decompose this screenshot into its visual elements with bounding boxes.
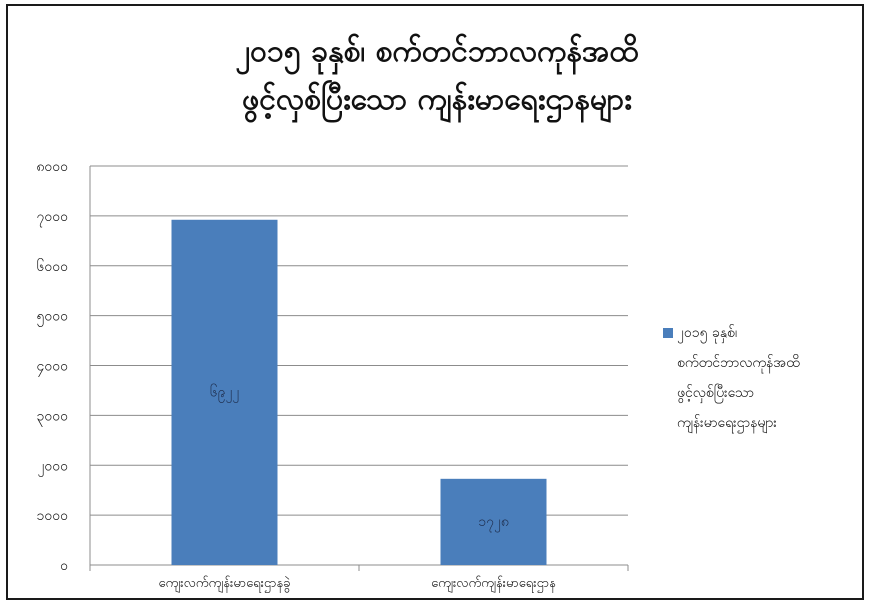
- legend-swatch: [663, 328, 673, 338]
- x-tick-label: ကျေးလက်ကျန်းမာရေးဌာနခွဲ: [158, 575, 290, 593]
- legend-text-1: ၂၀၁၅ ခုနှစ်၊: [677, 325, 738, 341]
- chart-frame: ၂၀၁၅ ခုနှစ်၊ စက်တင်ဘာလကုန်အထိ ဖွင့်လှစ်ပ…: [6, 4, 864, 600]
- y-tick-label: ၂၀၀၀: [37, 458, 68, 476]
- y-tick-label: ၆၀၀၀: [37, 259, 69, 275]
- plot-area: ၀ ၁၀၀၀ ၂၀၀၀ ၃၀၀၀ ၄၀၀၀ ၅၀၀၀ ၆၀၀၀ ၇၀၀၀ ၈၀၀၀၆၉၂၂ကျေ…: [36, 159, 629, 593]
- y-tick-label: ၅၀၀၀: [37, 309, 69, 327]
- chart-title: ၂၀၁၅ ခုနှစ်၊ စက်တင်ဘာလကုန်အထိ ဖွင့်လှစ်ပ…: [8, 28, 866, 124]
- y-tick-label: ၇၀၀၀: [37, 209, 69, 227]
- bar: [440, 478, 547, 565]
- legend-line-2: စက်တင်ဘာလကုန်အထိ: [677, 355, 800, 371]
- data-label: ၁၇၂၈: [478, 514, 509, 532]
- bar: [171, 219, 278, 565]
- chart-title-line-1: ၂၀၁၅ ခုနှစ်၊ စက်တင်ဘာလကုန်အထိ: [235, 34, 639, 69]
- y-tick-label: ၄၀၀၀: [37, 359, 69, 377]
- legend: ၂၀၁၅ ခုနှစ်၊ စက်တင်ဘာလကုန်အထိ ဖွင့်လှစ်ပ…: [663, 318, 863, 438]
- y-tick-label: ၀: [60, 558, 68, 574]
- legend-line-3: ဖွင့်လှစ်ပြီးသော: [677, 385, 754, 401]
- chart-title-line-2: ဖွင့်လှစ်ပြီးသော ကျန်းမာရေးဌာနများ: [242, 82, 632, 117]
- x-tick-label: ကျေးလက်ကျန်းမာရေးဌာန: [431, 575, 556, 593]
- y-tick-label: ၃၀၀၀: [37, 408, 69, 426]
- data-label: ၆၉၂၂: [210, 384, 240, 402]
- legend-line-1: ၂၀၁၅ ခုနှစ်၊: [663, 318, 863, 348]
- y-tick-label: ၁၀၀၀: [37, 508, 69, 524]
- y-tick-label: ၈၀၀၀: [36, 159, 68, 175]
- legend-line-4: ကျန်းမာရေးဌာနများ: [677, 415, 777, 431]
